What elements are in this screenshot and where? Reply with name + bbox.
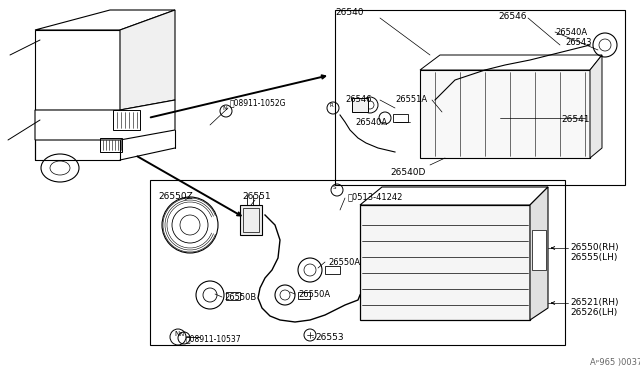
Text: 26551A: 26551A [395, 95, 427, 104]
Bar [150, 180, 565, 345]
Ellipse shape [41, 154, 79, 182]
Bar [100, 138, 122, 152]
Polygon shape [590, 55, 602, 158]
Text: 26546: 26546 [498, 12, 527, 21]
Text: 26550A: 26550A [298, 290, 330, 299]
Bar [226, 292, 240, 300]
Text: ␨0513-41242: ␨0513-41242 [348, 192, 403, 201]
Text: Aᵖ965 )0037: Aᵖ965 )0037 [590, 358, 640, 367]
Text: S: S [333, 185, 337, 190]
Text: ⓝ08911-1052G: ⓝ08911-1052G [230, 98, 287, 107]
Bar [532, 230, 546, 270]
Text: N: N [222, 106, 227, 111]
Text: 26543: 26543 [565, 38, 591, 47]
Text: N: N [174, 331, 179, 337]
Text: 26521(RH): 26521(RH) [570, 298, 618, 307]
Bar [360, 205, 530, 320]
Bar [243, 208, 259, 232]
Bar [113, 110, 140, 130]
Text: N: N [180, 332, 184, 337]
Text: 26540D: 26540D [390, 168, 426, 177]
Bar [420, 70, 590, 158]
Bar [352, 98, 368, 112]
Text: R: R [329, 103, 333, 108]
Text: 26526(LH): 26526(LH) [570, 308, 617, 317]
Text: 26551: 26551 [242, 192, 271, 201]
Text: 26546: 26546 [345, 95, 371, 104]
Text: ⓝ08911-10537: ⓝ08911-10537 [186, 334, 242, 343]
Bar [335, 10, 625, 185]
Bar [393, 114, 408, 122]
Polygon shape [120, 10, 175, 110]
Bar [298, 292, 310, 299]
Text: 26540A: 26540A [355, 118, 387, 127]
Text: 26553: 26553 [315, 333, 344, 342]
Text: 26550A: 26550A [328, 258, 360, 267]
Text: 26540: 26540 [335, 8, 364, 17]
Ellipse shape [50, 161, 70, 175]
Polygon shape [420, 55, 602, 70]
Text: 26550(RH): 26550(RH) [570, 243, 619, 252]
Bar [240, 205, 262, 235]
Polygon shape [35, 10, 175, 30]
Text: 26550Z: 26550Z [158, 192, 193, 201]
Text: 26550B: 26550B [224, 293, 256, 302]
Bar [325, 266, 340, 274]
Polygon shape [35, 30, 120, 110]
Text: 26555(LH): 26555(LH) [570, 253, 618, 262]
Text: 26540A: 26540A [555, 28, 587, 37]
Polygon shape [530, 187, 548, 320]
Polygon shape [35, 100, 175, 140]
Text: 26541: 26541 [561, 115, 590, 124]
Polygon shape [360, 187, 548, 205]
